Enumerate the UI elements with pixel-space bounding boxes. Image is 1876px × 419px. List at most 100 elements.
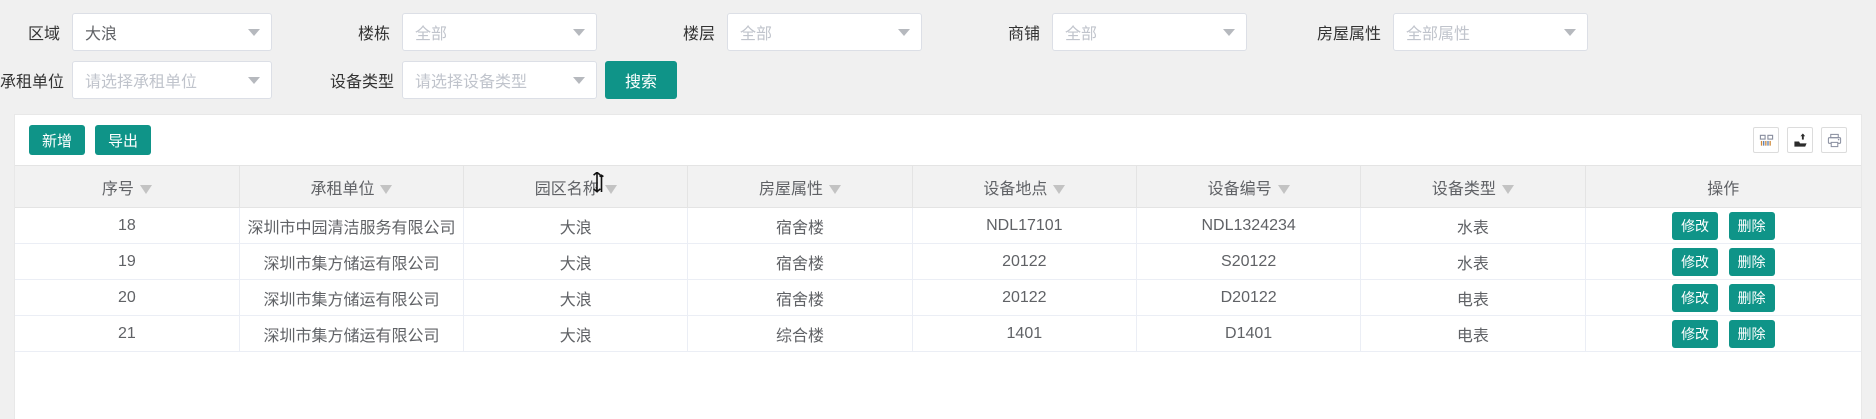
select-tenant-value: 请选择承租单位 [85, 74, 198, 91]
cell-device-type: 水表 [1360, 207, 1586, 244]
add-button[interactable]: 新增 [29, 125, 86, 155]
cell-device-no: S20122 [1136, 243, 1362, 280]
filter-field-device-type: 设备类型 请选择设备类型 [330, 61, 597, 99]
delete-button[interactable]: 删除 [1728, 211, 1775, 240]
table-row[interactable]: 20 深圳市集方储运有限公司 大浪 宿舍楼 20122 D20122 电表 修改… [15, 279, 1861, 316]
chevron-down-icon [248, 77, 260, 84]
export-file-button[interactable] [1787, 127, 1813, 153]
edit-button[interactable]: 修改 [1672, 319, 1719, 348]
cell-park: 大浪 [463, 279, 689, 316]
filter-label-building: 楼栋 [357, 26, 390, 43]
edit-button[interactable]: 修改 [1672, 211, 1719, 240]
filter-label-device-type: 设备类型 [330, 74, 395, 91]
select-shop[interactable]: 全部 [1052, 13, 1247, 51]
cell-device-no: D1401 [1136, 315, 1362, 352]
cell-location: NDL17101 [912, 207, 1137, 244]
select-house-type[interactable]: 全部属性 [1393, 13, 1588, 51]
table-header-row: 序号 承租单位 园区名称 [15, 165, 1861, 208]
chevron-down-icon [1564, 29, 1576, 36]
table-row[interactable]: 19 深圳市集方储运有限公司 大浪 宿舍楼 20122 S20122 水表 修改… [15, 243, 1861, 280]
cell-location: 20122 [912, 279, 1137, 316]
table-toolbar: 新增 导出 [15, 115, 1861, 165]
search-button[interactable]: 搜索 [605, 61, 678, 99]
cell-actions: 修改 删除 [1585, 243, 1861, 280]
edit-button[interactable]: 修改 [1672, 283, 1719, 312]
table-row[interactable]: 21 深圳市集方储运有限公司 大浪 综合楼 1401 D1401 电表 修改 删… [15, 315, 1861, 352]
filter-bar: 区域 大浪 楼栋 全部 楼层 全部 商铺 全部 [0, 0, 1876, 114]
select-device-type-value: 请选择设备类型 [415, 74, 528, 91]
cell-house-type: 宿舍楼 [687, 279, 913, 316]
cell-tenant: 深圳市集方储运有限公司 [239, 315, 465, 352]
select-region-value: 大浪 [85, 26, 118, 43]
cell-tenant: 深圳市集方储运有限公司 [239, 243, 465, 280]
filter-label-floor: 楼层 [682, 26, 715, 43]
filter-label-house-type: 房屋属性 [1316, 26, 1381, 43]
select-floor-value: 全部 [740, 26, 773, 43]
column-label-seq: 序号 [101, 180, 134, 198]
select-house-type-value: 全部属性 [1406, 26, 1471, 43]
select-building[interactable]: 全部 [402, 13, 597, 51]
cell-device-no: D20122 [1136, 279, 1362, 316]
delete-button[interactable]: 删除 [1728, 319, 1775, 348]
device-table: 序号 承租单位 园区名称 [15, 165, 1861, 352]
column-header-device-no[interactable]: 设备编号 [1136, 165, 1362, 208]
column-label-location: 设备地点 [983, 180, 1048, 198]
column-header-house-type[interactable]: 房屋属性 [687, 165, 913, 208]
chevron-down-icon [248, 29, 260, 36]
chevron-down-icon [573, 29, 585, 36]
column-label-actions: 操作 [1707, 180, 1740, 198]
cell-house-type: 宿舍楼 [687, 207, 913, 244]
column-header-device-type[interactable]: 设备类型 [1360, 165, 1586, 208]
delete-button[interactable]: 删除 [1728, 283, 1775, 312]
content-panel: 新增 导出 [14, 114, 1862, 419]
filter-label-region: 区域 [27, 26, 60, 43]
column-header-actions: 操作 [1585, 165, 1861, 208]
table-row[interactable]: 18 深圳市中园清洁服务有限公司 大浪 宿舍楼 NDL17101 NDL1324… [15, 207, 1861, 244]
sort-triangle-icon[interactable] [829, 185, 842, 194]
sort-triangle-icon[interactable] [1501, 185, 1514, 194]
sort-triangle-icon[interactable] [604, 185, 617, 194]
cell-actions: 修改 删除 [1585, 207, 1861, 244]
sort-triangle-icon[interactable] [1053, 185, 1066, 194]
cell-seq: 19 [15, 243, 240, 280]
edit-button[interactable]: 修改 [1672, 247, 1719, 276]
column-label-device-type: 设备类型 [1431, 180, 1496, 198]
cell-park: 大浪 [463, 315, 689, 352]
column-label-house-type: 房屋属性 [759, 180, 824, 198]
filter-field-tenant: 承租单位 请选择承租单位 [0, 61, 272, 99]
filter-field-floor: 楼层 全部 [655, 13, 922, 51]
filter-field-house-type: 房屋属性 全部属性 [1305, 13, 1588, 51]
cell-actions: 修改 删除 [1585, 279, 1861, 316]
toolbar-left-group: 新增 导出 [29, 125, 152, 155]
sort-triangle-icon[interactable] [1277, 185, 1290, 194]
select-floor[interactable]: 全部 [727, 13, 922, 51]
table-head: 序号 承租单位 园区名称 [15, 165, 1861, 208]
filter-label-shop: 商铺 [1007, 26, 1040, 43]
filter-row-2: 承租单位 请选择承租单位 设备类型 请选择设备类型 搜索 [0, 56, 1876, 104]
chevron-down-icon [573, 77, 585, 84]
cell-house-type: 综合楼 [687, 315, 913, 352]
filter-field-building: 楼栋 全部 [330, 13, 597, 51]
column-label-park: 园区名称 [534, 180, 599, 198]
select-device-type[interactable]: 请选择设备类型 [402, 61, 597, 99]
select-tenant[interactable]: 请选择承租单位 [72, 61, 272, 99]
filter-field-shop: 商铺 全部 [980, 13, 1247, 51]
column-header-tenant[interactable]: 承租单位 [239, 165, 465, 208]
cell-seq: 18 [15, 207, 240, 244]
cell-seq: 21 [15, 315, 240, 352]
select-region[interactable]: 大浪 [72, 13, 272, 51]
delete-button[interactable]: 删除 [1728, 247, 1775, 276]
cell-tenant: 深圳市中园清洁服务有限公司 [239, 207, 465, 244]
sort-triangle-icon[interactable] [380, 185, 393, 194]
column-header-location[interactable]: 设备地点 [912, 165, 1137, 208]
column-header-park[interactable]: 园区名称 [463, 165, 689, 208]
cell-park: 大浪 [463, 207, 689, 244]
export-button[interactable]: 导出 [95, 125, 152, 155]
print-button[interactable] [1821, 127, 1847, 153]
column-header-seq[interactable]: 序号 [15, 165, 240, 208]
cell-device-no: NDL1324234 [1136, 207, 1362, 244]
columns-settings-button[interactable] [1753, 127, 1779, 153]
print-icon [1827, 133, 1841, 147]
filter-label-tenant: 承租单位 [0, 74, 65, 91]
sort-triangle-icon[interactable] [139, 185, 152, 194]
